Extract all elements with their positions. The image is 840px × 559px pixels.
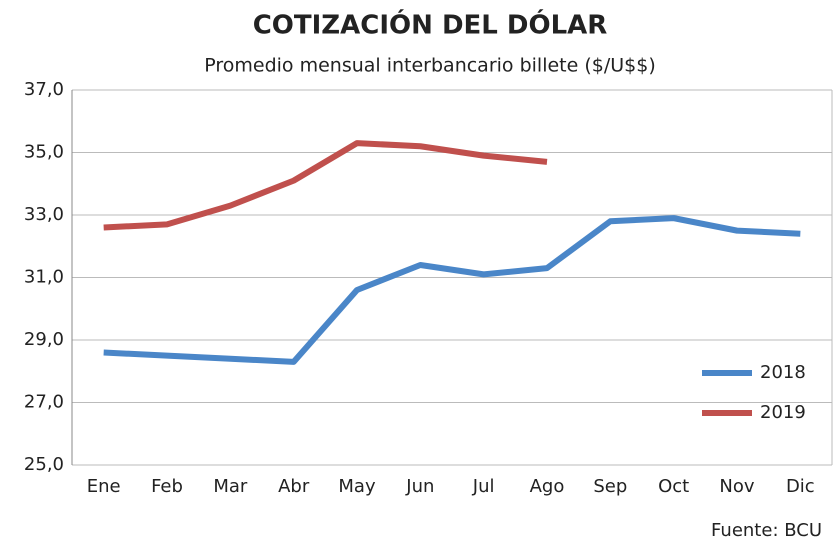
y-tick-label: 27,0	[24, 392, 64, 413]
line-series	[103, 215, 801, 365]
x-tick-label: Sep	[593, 476, 627, 497]
x-tick-label: Nov	[719, 476, 754, 497]
legend-label: 2018	[760, 362, 806, 383]
x-tick-label: Jul	[472, 476, 495, 497]
y-tick-label: 35,0	[24, 142, 64, 163]
chart-title: COTIZACIÓN DEL DÓLAR	[253, 9, 608, 41]
x-tick-label: Feb	[151, 476, 183, 497]
legend-label: 2019	[760, 402, 806, 423]
y-tick-label: 29,0	[24, 329, 64, 350]
x-tick-label: Abr	[278, 476, 310, 497]
x-tick-label: Ene	[87, 476, 121, 497]
source-note: Fuente: BCU	[711, 520, 822, 541]
y-tick-label: 37,0	[24, 79, 64, 100]
x-tick-label: Dic	[786, 476, 815, 497]
x-tick-label: Jun	[405, 476, 434, 497]
x-tick-label: Oct	[658, 476, 689, 497]
y-tick-label: 25,0	[24, 454, 64, 475]
chart-subtitle: Promedio mensual interbancario billete (…	[204, 55, 656, 77]
line-series	[103, 140, 548, 231]
y-tick-label: 31,0	[24, 267, 64, 288]
x-tick-label: May	[338, 476, 376, 497]
y-tick-label: 33,0	[24, 204, 64, 225]
x-tick-label: Ago	[530, 476, 565, 497]
x-tick-label: Mar	[213, 476, 248, 497]
